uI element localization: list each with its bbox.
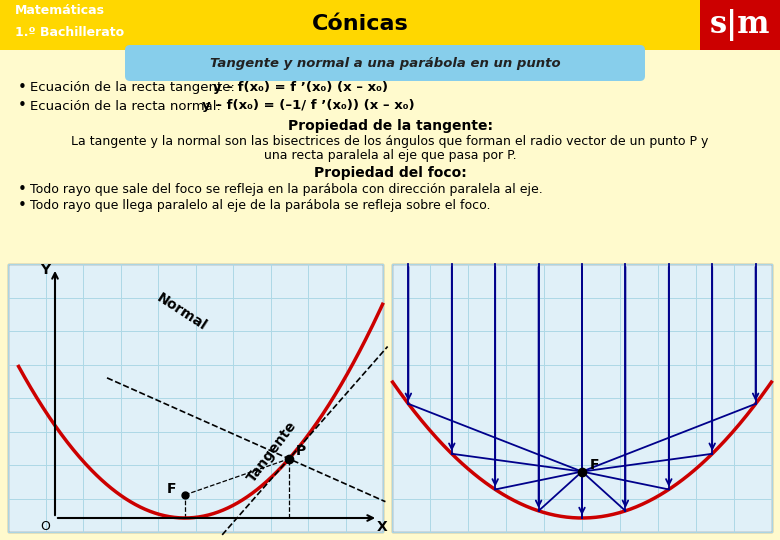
Text: Propiedad de la tangente:: Propiedad de la tangente: bbox=[288, 119, 492, 133]
Text: F: F bbox=[590, 457, 600, 471]
Text: F: F bbox=[167, 482, 176, 496]
Text: •: • bbox=[18, 98, 27, 113]
Text: P: P bbox=[296, 444, 307, 458]
Text: La tangente y la normal son las bisectrices de los ángulos que forman el radio v: La tangente y la normal son las bisectri… bbox=[71, 134, 709, 147]
Text: Todo rayo que sale del foco se refleja en la parábola con dirección paralela al : Todo rayo que sale del foco se refleja e… bbox=[30, 183, 543, 195]
FancyBboxPatch shape bbox=[0, 0, 780, 50]
Text: una recta paralela al eje que pasa por P.: una recta paralela al eje que pasa por P… bbox=[264, 148, 516, 161]
Text: 1.º Bachillerato: 1.º Bachillerato bbox=[15, 25, 124, 38]
Text: Propiedad del foco:: Propiedad del foco: bbox=[314, 166, 466, 180]
Text: Tangente: Tangente bbox=[245, 419, 300, 485]
Text: Todo rayo que llega paralelo al eje de la parábola se refleja sobre el foco.: Todo rayo que llega paralelo al eje de l… bbox=[30, 199, 491, 213]
Text: s|m: s|m bbox=[710, 9, 771, 41]
Text: X: X bbox=[377, 520, 388, 534]
Text: O: O bbox=[40, 521, 50, 534]
FancyBboxPatch shape bbox=[392, 264, 772, 532]
FancyBboxPatch shape bbox=[5, 80, 775, 265]
Text: Cónicas: Cónicas bbox=[312, 14, 409, 34]
Text: Normal: Normal bbox=[154, 291, 210, 333]
Text: •: • bbox=[18, 181, 27, 197]
Text: Ecuación de la recta normal:: Ecuación de la recta normal: bbox=[30, 99, 225, 112]
Text: y – f(x₀) = f ’(x₀) (x – x₀): y – f(x₀) = f ’(x₀) (x – x₀) bbox=[213, 82, 388, 94]
Text: Matemáticas: Matemáticas bbox=[15, 3, 105, 17]
Text: Ecuación de la recta tangente:: Ecuación de la recta tangente: bbox=[30, 82, 239, 94]
Text: Tangente y normal a una parábola en un punto: Tangente y normal a una parábola en un p… bbox=[210, 57, 560, 70]
FancyBboxPatch shape bbox=[125, 45, 645, 81]
Text: •: • bbox=[18, 80, 27, 96]
Text: y – f(x₀) = (–1/ f ’(x₀)) (x – x₀): y – f(x₀) = (–1/ f ’(x₀)) (x – x₀) bbox=[202, 99, 415, 112]
FancyBboxPatch shape bbox=[8, 264, 383, 532]
Text: Y: Y bbox=[40, 263, 50, 277]
Text: •: • bbox=[18, 199, 27, 213]
FancyBboxPatch shape bbox=[700, 0, 780, 50]
